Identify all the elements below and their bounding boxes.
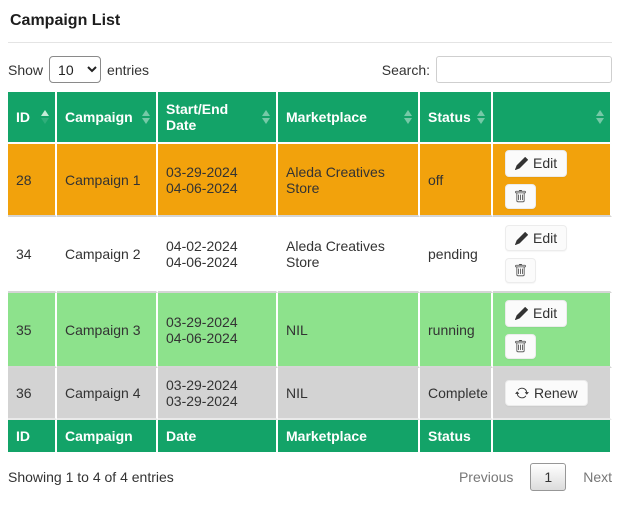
cell-actions: Edit bbox=[493, 144, 612, 217]
campaign-table: ID Campaign Start/End Date Marketplace S… bbox=[8, 92, 612, 452]
sort-asc-icon bbox=[41, 110, 49, 116]
footer-date: Date bbox=[158, 420, 278, 452]
sort-desc-icon bbox=[262, 118, 270, 124]
sort-asc-icon bbox=[404, 110, 412, 116]
column-header-marketplace[interactable]: Marketplace bbox=[278, 92, 420, 144]
column-header-id[interactable]: ID bbox=[8, 92, 57, 144]
sort-icon bbox=[596, 110, 604, 124]
trash-icon bbox=[514, 190, 527, 203]
cell-campaign: Campaign 1 bbox=[57, 144, 158, 217]
entries-label: entries bbox=[107, 62, 149, 78]
sort-asc-icon bbox=[596, 110, 604, 116]
cell-date: 03-29-202404-06-2024 bbox=[158, 144, 278, 217]
sort-icon bbox=[262, 110, 270, 124]
showing-entries-text: Showing 1 to 4 of 4 entries bbox=[8, 469, 174, 485]
footer-actions bbox=[493, 420, 612, 452]
cell-campaign: Campaign 3 bbox=[57, 293, 158, 368]
page-1-button[interactable]: 1 bbox=[530, 463, 566, 491]
sort-asc-icon bbox=[477, 110, 485, 116]
sort-icon bbox=[404, 110, 412, 124]
cell-actions: Renew bbox=[493, 368, 612, 420]
cell-date: 04-02-202404-06-2024 bbox=[158, 217, 278, 293]
table-controls: Show 10 entries Search: bbox=[8, 56, 612, 83]
cell-marketplace: Aleda Creatives Store bbox=[278, 217, 420, 293]
delete-button[interactable] bbox=[505, 184, 536, 209]
sort-icon bbox=[477, 110, 485, 124]
sort-desc-icon bbox=[41, 118, 49, 124]
cell-campaign: Campaign 4 bbox=[57, 368, 158, 420]
column-header-status[interactable]: Status bbox=[420, 92, 493, 144]
title-divider bbox=[8, 42, 612, 43]
sort-asc-icon bbox=[262, 110, 270, 116]
cell-marketplace: NIL bbox=[278, 293, 420, 368]
sort-desc-icon bbox=[404, 118, 412, 124]
next-button[interactable]: Next bbox=[583, 469, 612, 485]
cell-id: 35 bbox=[8, 293, 57, 368]
sort-icon bbox=[41, 110, 49, 124]
cell-marketplace: NIL bbox=[278, 368, 420, 420]
trash-icon bbox=[514, 264, 527, 277]
table-row-campaign-3: 35 Campaign 3 03-29-202404-06-2024 NIL r… bbox=[8, 293, 612, 368]
page-length-select[interactable]: 10 bbox=[49, 56, 101, 83]
sort-asc-icon bbox=[142, 110, 150, 116]
cell-status: Complete bbox=[420, 368, 493, 420]
cell-id: 34 bbox=[8, 217, 57, 293]
show-label: Show bbox=[8, 62, 43, 78]
sort-desc-icon bbox=[477, 118, 485, 124]
cell-id: 28 bbox=[8, 144, 57, 217]
cell-actions: Edit bbox=[493, 217, 612, 293]
cell-status: off bbox=[420, 144, 493, 217]
table-footer-row: ID Campaign Date Marketplace Status bbox=[8, 420, 612, 452]
pagination: Previous 1 Next bbox=[459, 463, 612, 491]
search-input[interactable] bbox=[436, 56, 612, 83]
cell-campaign: Campaign 2 bbox=[57, 217, 158, 293]
page-title: Campaign List bbox=[10, 12, 612, 30]
sort-desc-icon bbox=[596, 118, 604, 124]
table-info-bar: Showing 1 to 4 of 4 entries Previous 1 N… bbox=[8, 463, 612, 491]
pencil-icon bbox=[515, 157, 528, 170]
refresh-icon bbox=[515, 386, 529, 400]
show-entries-control: Show 10 entries bbox=[8, 56, 149, 83]
edit-button[interactable]: Edit bbox=[505, 300, 567, 326]
cell-marketplace: Aleda Creatives Store bbox=[278, 144, 420, 217]
cell-id: 36 bbox=[8, 368, 57, 420]
search-label: Search: bbox=[382, 62, 430, 78]
table-row-campaign-4: 36 Campaign 4 03-29-202403-29-2024 NIL C… bbox=[8, 368, 612, 420]
table-header-row: ID Campaign Start/End Date Marketplace S… bbox=[8, 92, 612, 144]
footer-campaign: Campaign bbox=[57, 420, 158, 452]
edit-button[interactable]: Edit bbox=[505, 225, 567, 251]
cell-actions: Edit bbox=[493, 293, 612, 368]
cell-status: pending bbox=[420, 217, 493, 293]
trash-icon bbox=[514, 340, 527, 353]
cell-status: running bbox=[420, 293, 493, 368]
footer-marketplace: Marketplace bbox=[278, 420, 420, 452]
pencil-icon bbox=[515, 232, 528, 245]
renew-button[interactable]: Renew bbox=[505, 380, 588, 406]
delete-button[interactable] bbox=[505, 258, 536, 283]
column-header-date[interactable]: Start/End Date bbox=[158, 92, 278, 144]
column-header-actions[interactable] bbox=[493, 92, 612, 144]
table-row-campaign-1: 28 Campaign 1 03-29-202404-06-2024 Aleda… bbox=[8, 144, 612, 217]
footer-id: ID bbox=[8, 420, 57, 452]
cell-date: 03-29-202404-06-2024 bbox=[158, 293, 278, 368]
column-header-campaign[interactable]: Campaign bbox=[57, 92, 158, 144]
pencil-icon bbox=[515, 307, 528, 320]
search-control: Search: bbox=[382, 56, 612, 83]
sort-icon bbox=[142, 110, 150, 124]
cell-date: 03-29-202403-29-2024 bbox=[158, 368, 278, 420]
footer-status: Status bbox=[420, 420, 493, 452]
delete-button[interactable] bbox=[505, 334, 536, 359]
edit-button[interactable]: Edit bbox=[505, 150, 567, 176]
sort-desc-icon bbox=[142, 118, 150, 124]
table-row-campaign-2: 34 Campaign 2 04-02-202404-06-2024 Aleda… bbox=[8, 217, 612, 293]
previous-button[interactable]: Previous bbox=[459, 469, 513, 485]
